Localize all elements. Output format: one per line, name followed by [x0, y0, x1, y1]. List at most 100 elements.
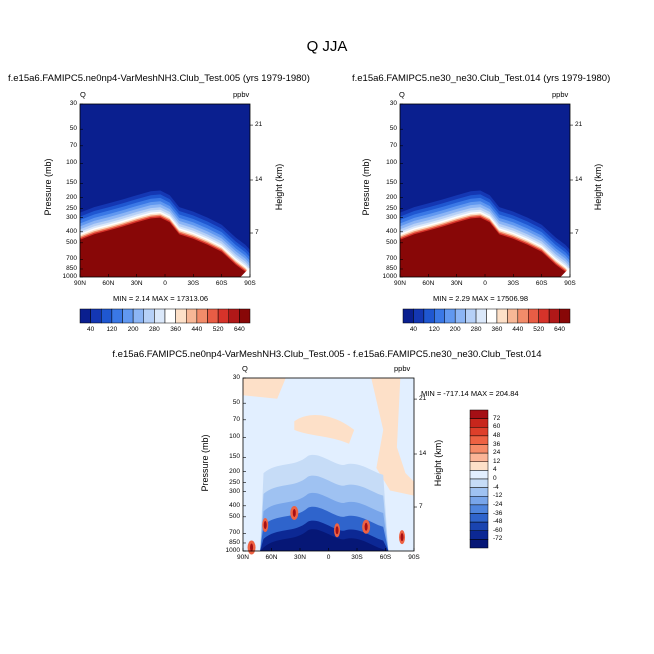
- x-tick-label: 30S: [507, 280, 520, 287]
- colorbar-cell: [79, 308, 91, 324]
- colorbar-label: -72: [493, 535, 503, 543]
- colorbar-cell: [469, 470, 489, 480]
- colorbar-cell: [402, 308, 414, 324]
- y-tick-label: 150: [229, 453, 240, 461]
- colorbar-label: 40: [409, 326, 418, 333]
- y-tick-label: 70: [232, 415, 240, 423]
- colorbar-cell: [469, 435, 489, 445]
- x-tick-label: 60N: [422, 280, 435, 287]
- colorbar-cell: [469, 539, 489, 549]
- colorbar-label: -12: [493, 492, 503, 500]
- y-tick-label: 100: [229, 433, 240, 441]
- x-tick-label: 90N: [74, 280, 86, 287]
- colorbar-cell: [517, 308, 529, 324]
- panel3-variable: Q: [242, 364, 248, 373]
- x-tick-label: 60S: [215, 280, 228, 287]
- y-tick-label: 150: [66, 179, 77, 187]
- y-tick-label: 400: [386, 227, 397, 235]
- field-positive-core: [263, 521, 267, 530]
- colorbar-cell: [434, 308, 445, 324]
- x-tick-label: 90S: [408, 554, 420, 561]
- colorbar-label: -60: [493, 526, 503, 534]
- x-tick-label: 90N: [394, 280, 406, 287]
- panel2-units: ppbv: [552, 90, 569, 99]
- colorbar-cell: [469, 496, 489, 506]
- colorbar-label: 280: [148, 326, 160, 333]
- y2-tick-label: 14: [255, 175, 263, 183]
- colorbar-label: 120: [106, 326, 118, 333]
- colorbar-cell: [559, 308, 571, 324]
- y-tick-label: 300: [66, 213, 77, 221]
- colorbar-cell: [469, 513, 489, 523]
- colorbar-label: -4: [493, 483, 499, 491]
- y-tick-label: 150: [386, 179, 397, 187]
- y2-tick-label: 21: [255, 121, 263, 129]
- y2-tick-label: 14: [419, 449, 427, 457]
- y-tick-label: 400: [229, 501, 240, 509]
- panel1-title: f.e15a6.FAMIPC5.ne0np4-VarMeshNH3.Club_T…: [8, 73, 310, 84]
- field-mask: [240, 267, 250, 277]
- colorbar-label: -48: [493, 518, 503, 526]
- x-tick-label: 60S: [535, 280, 548, 287]
- y-tick-label: 500: [66, 238, 77, 246]
- panel3-units: ppbv: [394, 364, 411, 373]
- panel2-variable: Q: [399, 90, 405, 99]
- colorbar-cell: [507, 308, 519, 324]
- y2-tick-label: 14: [575, 175, 583, 183]
- field-positive-patch: [243, 378, 286, 399]
- x-tick-label: 60S: [379, 554, 392, 561]
- figure-title: Q JJA: [306, 38, 348, 55]
- y-tick-label: 250: [229, 478, 240, 486]
- field-mask: [560, 267, 570, 277]
- field-negative-band: [260, 529, 389, 551]
- y-tick-label: 50: [232, 399, 240, 407]
- colorbar-cell: [465, 308, 477, 324]
- colorbar-label: 48: [493, 431, 501, 439]
- y-tick-label: 30: [69, 100, 77, 107]
- colorbar-cell: [469, 461, 489, 471]
- colorbar-label: 24: [493, 449, 501, 457]
- panel2-colorbar: [402, 308, 571, 324]
- field-positive-patch: [371, 378, 414, 496]
- x-tick-label: 0: [483, 280, 487, 287]
- y-tick-label: 1000: [62, 273, 77, 280]
- colorbar-label: -24: [493, 500, 503, 508]
- x-tick-label: 30S: [351, 554, 363, 561]
- colorbar-cell: [154, 308, 166, 324]
- y-tick-label: 100: [66, 159, 77, 167]
- y-tick-label: 200: [229, 467, 240, 475]
- colorbar-label: 520: [212, 326, 224, 333]
- y-tick-label: 50: [389, 125, 397, 133]
- x-tick-label: 30N: [130, 280, 143, 287]
- y2-tick-label: 21: [419, 395, 427, 403]
- colorbar-cell: [469, 504, 489, 514]
- x-tick-label: 90N: [237, 554, 249, 561]
- y-tick-label: 400: [66, 227, 77, 235]
- y-tick-label: 500: [386, 238, 397, 246]
- field-positive-patch: [294, 415, 355, 444]
- field-contour-band: [80, 217, 250, 277]
- field-positive-core: [400, 533, 404, 542]
- colorbar-cell: [469, 452, 489, 462]
- colorbar-label: 520: [533, 326, 545, 333]
- colorbar-cell: [469, 444, 489, 454]
- colorbar-cell: [469, 478, 489, 488]
- colorbar-cell: [207, 308, 219, 324]
- colorbar-label: 12: [493, 457, 501, 465]
- y-tick-label: 1000: [225, 547, 240, 554]
- colorbar-cell: [548, 308, 560, 324]
- colorbar-cell: [101, 308, 113, 324]
- field-positive-core: [335, 526, 339, 535]
- field-positive-core: [292, 508, 296, 517]
- y-tick-label: 300: [386, 213, 397, 221]
- panel1-minmax: MIN = 2.14 MAX = 17313.06: [113, 294, 209, 303]
- panel1-units: ppbv: [233, 90, 250, 99]
- colorbar-label: 60: [493, 423, 501, 431]
- colorbar-label: 360: [170, 326, 182, 333]
- y-tick-label: 200: [66, 193, 77, 201]
- y-tick-label: 250: [386, 204, 397, 212]
- colorbar-cell: [413, 308, 425, 324]
- colorbar-cell: [164, 308, 176, 324]
- x-tick-label: 90S: [564, 280, 576, 287]
- colorbar-cell: [469, 487, 489, 497]
